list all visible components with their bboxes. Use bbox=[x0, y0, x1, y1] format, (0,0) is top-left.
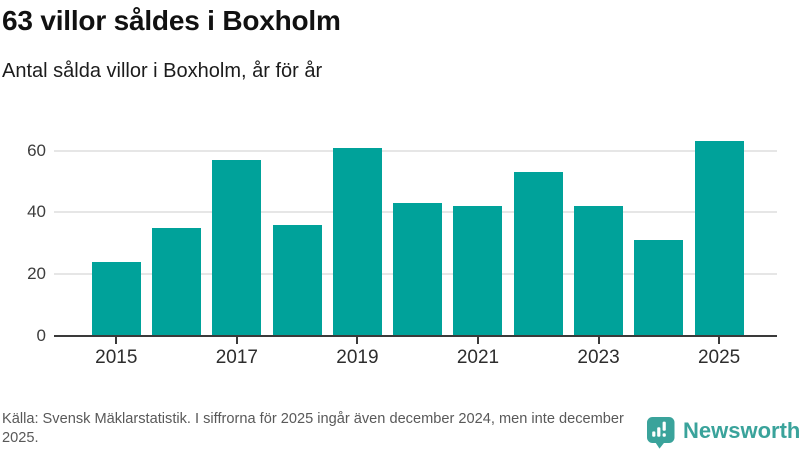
y-tick-label: 60 bbox=[27, 140, 46, 160]
y-tick-label: 40 bbox=[27, 202, 46, 222]
source-note: Källa: Svensk Mäklarstatistik. I siffror… bbox=[2, 411, 624, 446]
x-axis-line bbox=[54, 335, 777, 337]
x-tick-2023 bbox=[597, 337, 600, 344]
x-tick-label: 2015 bbox=[95, 347, 138, 368]
bar-2025 bbox=[694, 141, 744, 336]
bar-2017 bbox=[212, 159, 262, 336]
newsworthy-logo[interactable]: Newsworthy bbox=[646, 416, 800, 449]
x-tick-2019 bbox=[356, 337, 359, 344]
x-tick-label: 2021 bbox=[456, 347, 500, 368]
chart-title: 63 villor såldes i Boxholm bbox=[2, 5, 341, 36]
x-tick-label: 2017 bbox=[215, 347, 258, 368]
newsworthy-logo-icon bbox=[647, 417, 675, 449]
bar-2020 bbox=[393, 203, 443, 336]
y-tick-label: 0 bbox=[36, 326, 46, 345]
x-tick-2021 bbox=[476, 337, 479, 344]
y-tick-label: 20 bbox=[27, 264, 46, 284]
gridline-60 bbox=[54, 149, 777, 152]
bar-2016 bbox=[152, 227, 202, 336]
x-tick-label: 2019 bbox=[336, 347, 379, 368]
bar-2018 bbox=[272, 224, 322, 336]
bar-chart-glyph bbox=[652, 421, 666, 437]
newsworthy-wordmark: Newsworthy bbox=[683, 418, 800, 443]
x-tick-2017 bbox=[235, 337, 238, 344]
x-tick-label: 2023 bbox=[577, 347, 620, 368]
bar-2019 bbox=[332, 147, 382, 336]
x-tick-label: 2025 bbox=[697, 347, 741, 368]
bar-2022 bbox=[513, 172, 563, 336]
bar-2021 bbox=[453, 206, 503, 336]
bar-2023 bbox=[574, 206, 624, 336]
bar-2024 bbox=[634, 240, 684, 336]
chart-subtitle: Antal sålda villor i Boxholm, år för år bbox=[2, 60, 323, 82]
x-tick-2015 bbox=[115, 337, 118, 344]
x-tick-2025 bbox=[718, 337, 721, 344]
bar-2015 bbox=[91, 261, 141, 336]
